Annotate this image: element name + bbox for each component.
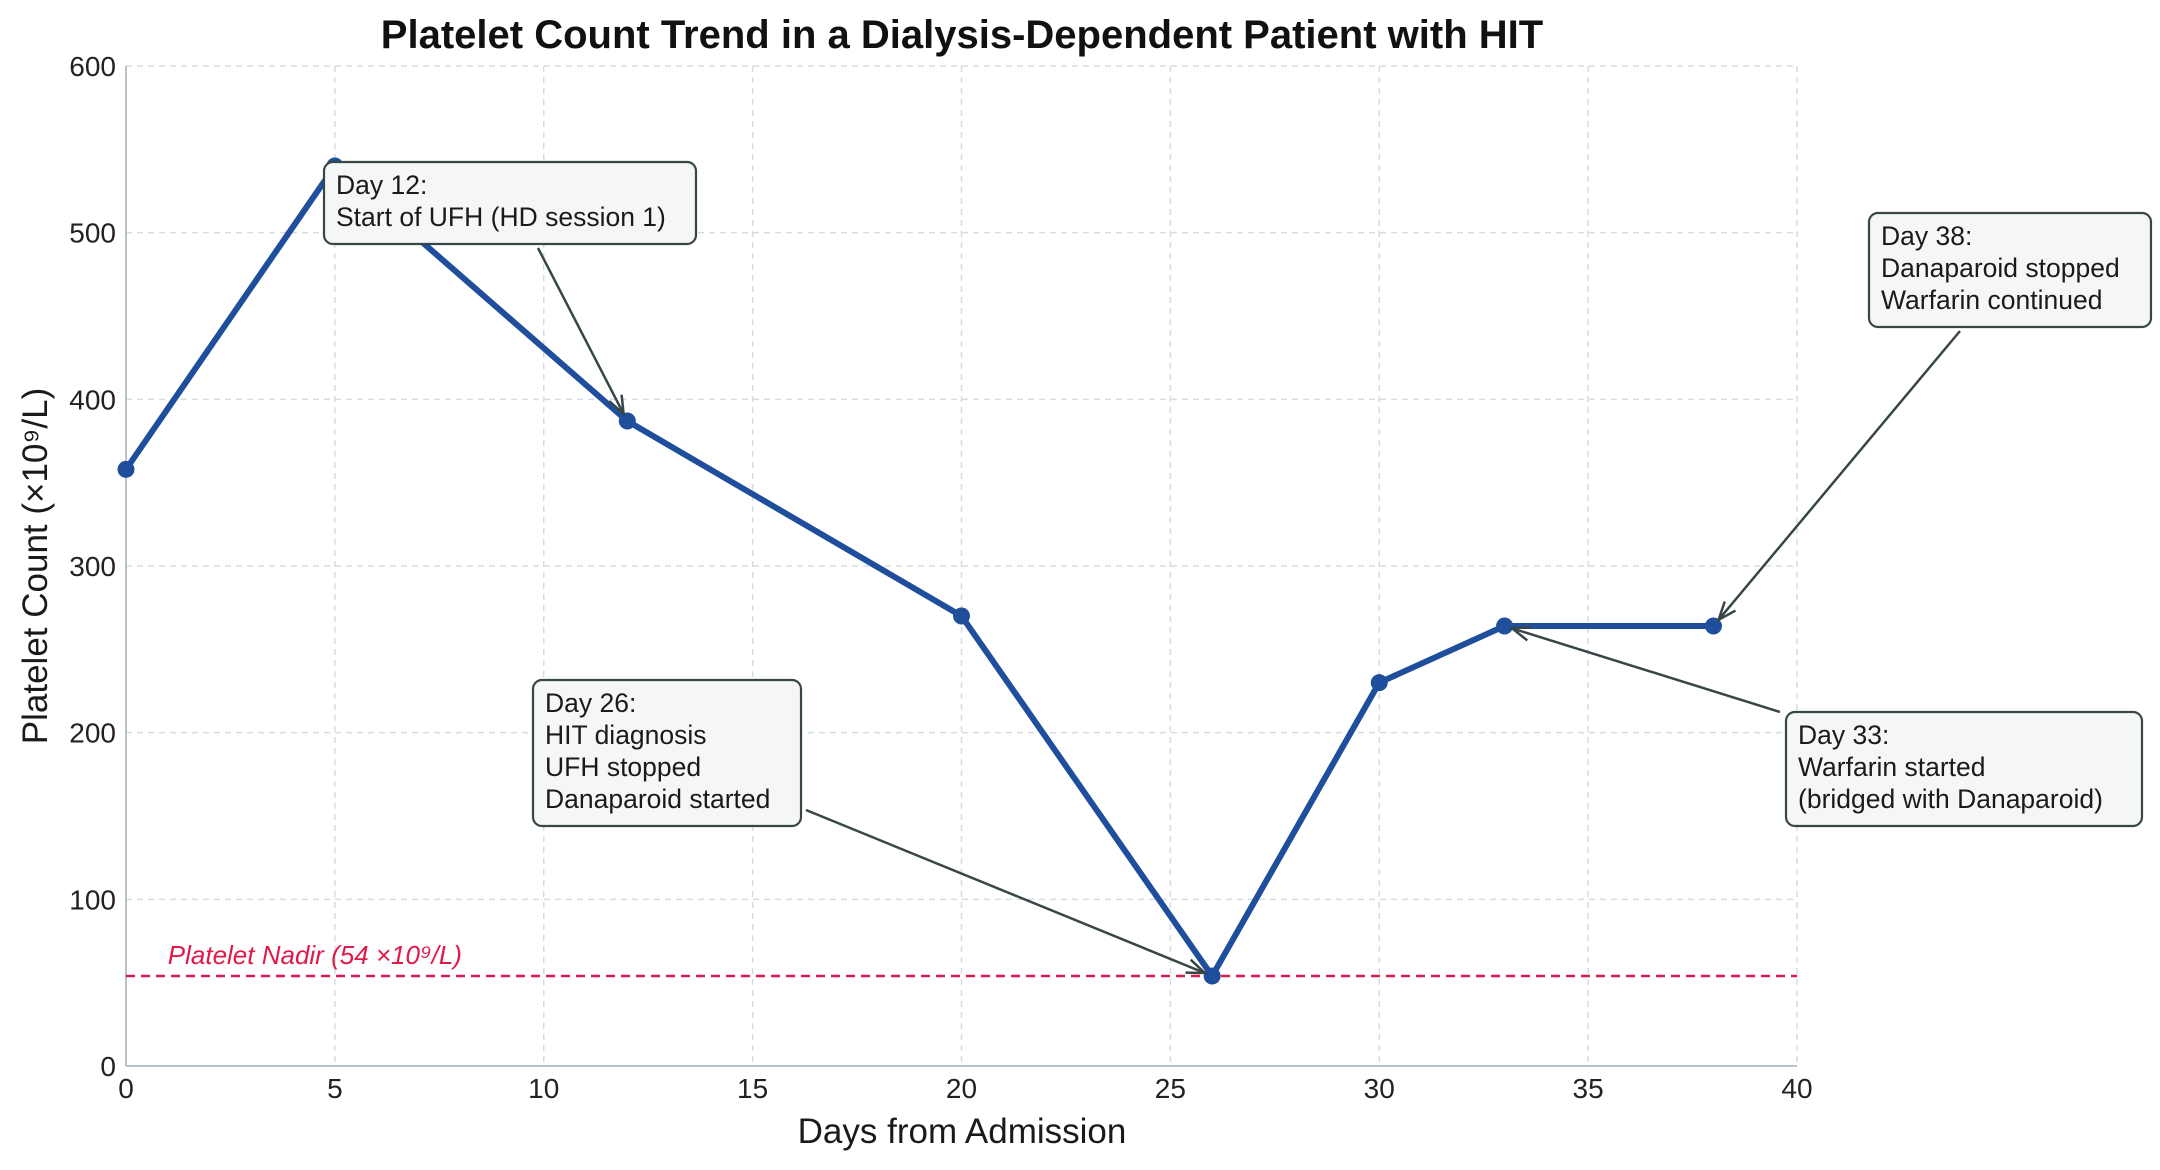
nadir-reference: Platelet Nadir (54 ×10⁹/L)	[126, 940, 1797, 978]
x-tick-label: 10	[528, 1073, 559, 1104]
data-point	[1496, 617, 1514, 635]
x-tick-label: 15	[737, 1073, 768, 1104]
y-tick-label: 0	[100, 1051, 116, 1082]
annotation-text: Day 12:	[336, 170, 427, 200]
annotation-box	[531, 678, 803, 828]
x-tick-label: 5	[327, 1073, 343, 1104]
y-tick-label: 300	[69, 551, 116, 582]
axes	[125, 66, 1797, 1067]
x-tick-label: 0	[118, 1073, 134, 1104]
chart-title: Platelet Count Trend in a Dialysis-Depen…	[381, 13, 1543, 57]
annotation-arrow	[536, 247, 625, 415]
annotation-arrowhead	[1185, 958, 1208, 975]
x-tick-label: 40	[1781, 1073, 1812, 1104]
series-line	[123, 163, 1717, 979]
x-tick-label: 25	[1155, 1073, 1186, 1104]
annotation-box	[322, 160, 698, 246]
annotation-text: UFH stopped	[545, 752, 701, 782]
data-point	[1370, 674, 1388, 692]
data-point	[117, 460, 135, 478]
x-tick-label: 30	[1364, 1073, 1395, 1104]
y-tick-label: 600	[69, 51, 116, 82]
annotation-text: Warfarin continued	[1881, 285, 2102, 315]
data-point	[1203, 967, 1221, 985]
data-point	[953, 607, 970, 625]
annotation-text: (bridged with Danaparoid)	[1798, 784, 2103, 814]
y-tick-label: 500	[69, 218, 116, 249]
annotation-arrowhead	[1508, 625, 1532, 642]
y-axis-label: Platelet Count (×10⁹/L)	[16, 388, 55, 744]
annotation-arrow	[805, 808, 1206, 975]
annotation-arrowhead	[1716, 601, 1737, 623]
annotations: Day 12:Start of UFH (HD session 1) Day 26…	[322, 160, 2153, 975]
x-tick-label: 35	[1573, 1073, 1604, 1104]
annotation-box	[1784, 710, 2144, 828]
annotation-text: HIT diagnosis	[545, 720, 707, 750]
annotation-arrow	[1511, 627, 1781, 714]
annotation-text: Warfarin started	[1798, 752, 1986, 782]
annotation-text: Danaparoid stopped	[1881, 253, 2120, 283]
annotation-text: Day 33:	[1798, 720, 1889, 750]
data-point	[618, 412, 636, 430]
nadir-label: Platelet Nadir (54 ×10⁹/L)	[168, 940, 462, 970]
annotation-arrowhead	[608, 394, 626, 417]
annotation-text: Day 38:	[1881, 221, 1972, 251]
series-group	[117, 157, 1722, 985]
annotation-text: Day 26:	[545, 688, 636, 718]
y-tick-label: 200	[69, 718, 116, 749]
y-tick-label: 400	[69, 384, 116, 415]
y-tick-label: 100	[69, 884, 116, 915]
annotation-box	[1867, 211, 2153, 329]
x-tick-label: 20	[946, 1073, 977, 1104]
annotation-text: Start of UFH (HD session 1)	[336, 202, 666, 232]
x-axis-label: Days from Admission	[798, 1112, 1127, 1151]
annotation-arrow	[1717, 330, 1961, 621]
annotation-text: Danaparoid started	[545, 784, 770, 814]
